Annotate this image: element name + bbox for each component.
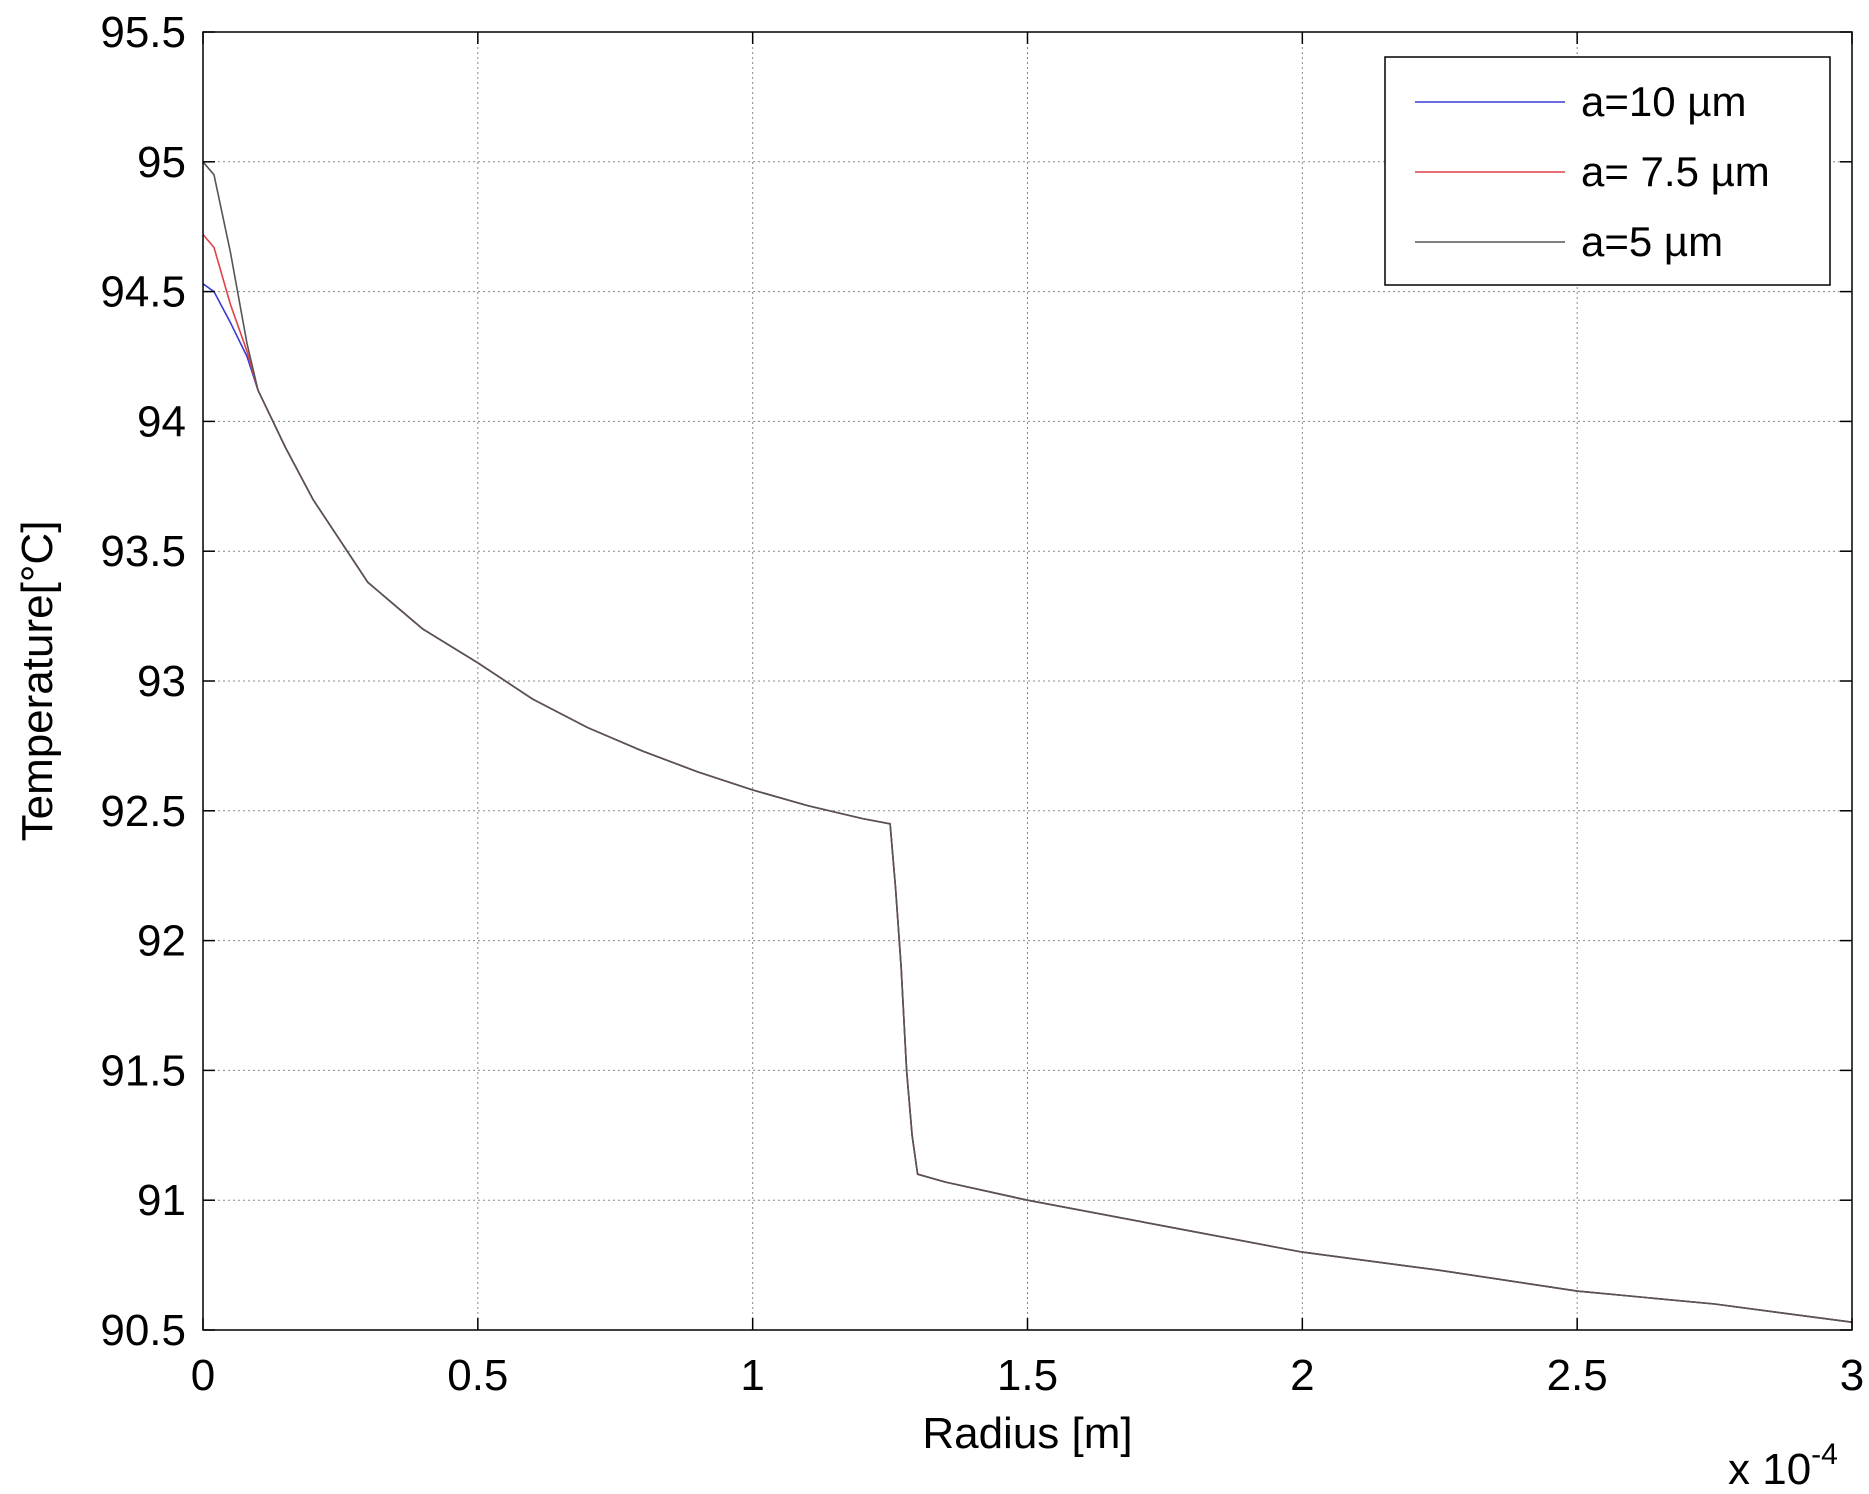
x-axis-multiplier: x 10-4	[1728, 1438, 1838, 1494]
y-tick-label: 94	[137, 397, 186, 446]
legend: a=10 µm a= 7.5 µm a=5 µm	[1384, 56, 1831, 286]
y-tick-label: 93.5	[100, 527, 186, 576]
y-tick-label: 92	[137, 917, 186, 966]
x-tick-label: 1.5	[997, 1351, 1058, 1400]
x-tick-label: 3	[1840, 1351, 1864, 1400]
y-tick-label: 90.5	[100, 1306, 186, 1355]
y-tick-label: 92.5	[100, 787, 186, 836]
legend-label-1: a=10 µm	[1581, 78, 1746, 125]
x-tick-label: 1	[740, 1351, 764, 1400]
x-axis-multiplier-exponent: -4	[1811, 1438, 1838, 1471]
x-tick-label: 0.5	[447, 1351, 508, 1400]
y-tick-label: 93	[137, 657, 186, 706]
y-tick-label: 91.5	[100, 1046, 186, 1095]
legend-label-2: a= 7.5 µm	[1581, 148, 1770, 195]
x-axis-multiplier-base: x 10	[1728, 1445, 1811, 1494]
legend-items: a=10 µm a= 7.5 µm a=5 µm	[1415, 78, 1770, 265]
x-tick-label: 0	[191, 1351, 215, 1400]
y-tick-label: 91	[137, 1176, 186, 1225]
x-tick-label: 2	[1290, 1351, 1314, 1400]
y-axis-label: Temperature[°C]	[13, 521, 62, 842]
legend-box	[1384, 56, 1831, 286]
y-tick-label: 94.5	[100, 268, 186, 317]
y-tick-label: 95.5	[100, 8, 186, 57]
series-line-3	[202, 161, 1853, 1323]
x-tick-label: 2.5	[1547, 1351, 1608, 1400]
axis-ticks: 0 0.5 1 1.5 2 2.5 3 90.5 91 91.5 92 92.5 93 93.5 94 94.…	[100, 8, 1864, 1400]
series-layer	[202, 161, 1853, 1323]
legend-label-3: a=5 µm	[1581, 218, 1723, 265]
x-axis-label: Radius [m]	[922, 1409, 1132, 1458]
y-tick-label: 95	[137, 138, 186, 187]
